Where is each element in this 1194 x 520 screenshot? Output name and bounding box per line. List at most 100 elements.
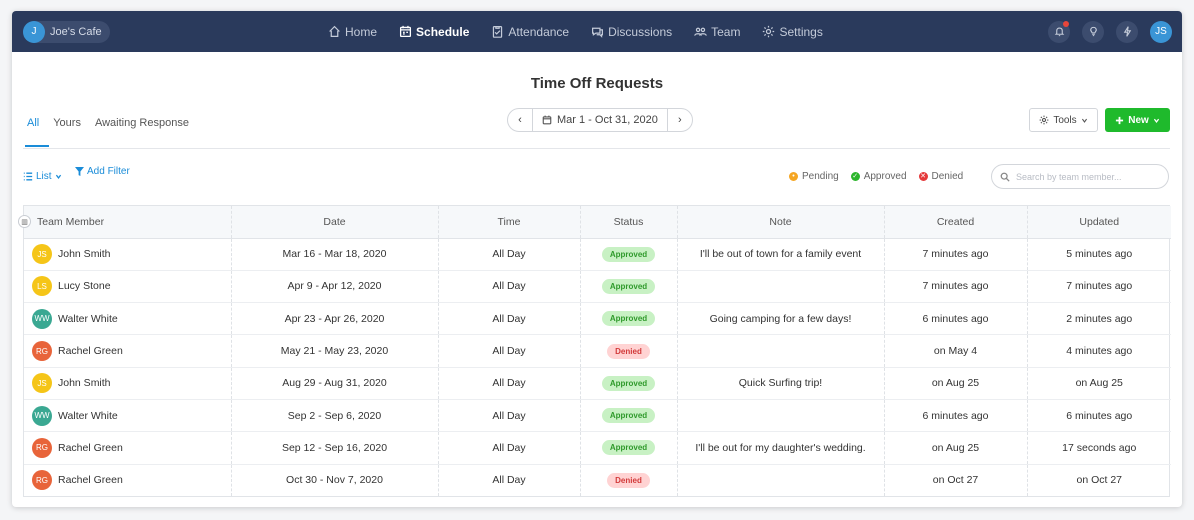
nav-settings[interactable]: Settings <box>762 25 823 39</box>
tools-button[interactable]: Tools <box>1029 108 1098 132</box>
status-badge: Approved <box>601 278 656 294</box>
avatar: LS <box>32 276 52 297</box>
cell-note <box>677 399 885 433</box>
cell-status: Approved <box>580 367 678 400</box>
cell-team-member: WW Walter White <box>24 302 232 336</box>
table-row[interactable]: RG Rachel Green May 21 - May 23, 2020 All D… <box>24 334 1171 368</box>
table-row[interactable]: JS John Smith Aug 29 - Aug 31, 2020 All Day… <box>24 367 1171 400</box>
cell-created: on Oct 27 <box>884 464 1028 497</box>
clipboard-icon <box>493 26 503 38</box>
user-avatar[interactable]: JS <box>1150 20 1172 43</box>
next-range-button[interactable]: › <box>678 114 682 126</box>
cell-team-member: RG Rachel Green <box>24 334 232 368</box>
nav-schedule[interactable]: Schedule <box>399 25 469 39</box>
column-header-date[interactable]: Date <box>231 206 439 239</box>
cell-note <box>677 464 885 497</box>
cell-time: All Day <box>438 334 581 368</box>
status-badge: Approved <box>601 246 656 262</box>
column-header-label: Team Member <box>37 215 105 228</box>
cell-created: on Aug 25 <box>884 431 1028 465</box>
member-info: LS Lucy Stone <box>32 276 230 297</box>
cell-status: Approved <box>580 399 678 433</box>
cell-updated: 5 minutes ago <box>1027 238 1171 271</box>
cell-time: All Day <box>438 367 581 400</box>
cell-updated: 7 minutes ago <box>1027 270 1171 304</box>
nav-team[interactable]: Team <box>694 25 740 39</box>
column-header-updated[interactable]: Updated <box>1027 206 1171 239</box>
cell-status: Approved <box>580 431 678 465</box>
column-header-time[interactable]: Time <box>438 206 581 239</box>
nav-home[interactable]: Home <box>328 25 377 39</box>
table-row[interactable]: RG Rachel Green Sep 12 - Sep 16, 2020 All D… <box>24 431 1171 465</box>
cell-date: Apr 23 - Apr 26, 2020 <box>231 302 439 336</box>
column-header-note[interactable]: Note <box>677 206 885 239</box>
cell-updated: 6 minutes ago <box>1027 399 1171 433</box>
table-row[interactable]: RG Rachel Green Oct 30 - Nov 7, 2020 All Da… <box>24 464 1171 497</box>
filter-icon <box>75 167 84 176</box>
request-tabs: All Yours Awaiting Response <box>24 117 189 147</box>
member-name: Lucy Stone <box>58 280 111 293</box>
cell-status: Denied <box>580 464 678 497</box>
table-row[interactable]: WW Walter White Apr 23 - Apr 26, 2020 All D… <box>24 302 1171 336</box>
search-icon <box>1000 172 1010 182</box>
prev-range-button[interactable]: ‹ <box>518 114 522 126</box>
search-input[interactable] <box>1016 171 1156 182</box>
cell-time: All Day <box>438 238 581 271</box>
nav-attendance[interactable]: Attendance <box>491 25 569 39</box>
nav-discussions[interactable]: Discussions <box>591 25 672 39</box>
x-icon: ✕ <box>918 172 928 181</box>
cell-created: 6 minutes ago <box>884 399 1028 433</box>
columns-toggle-icon[interactable]: ▥ <box>18 215 31 228</box>
cell-date: Oct 30 - Nov 7, 2020 <box>231 464 439 497</box>
lightning-icon <box>1123 26 1131 37</box>
org-switcher[interactable]: J Joe's Cafe <box>23 20 110 43</box>
tab-all[interactable]: All <box>24 117 50 147</box>
org-avatar: J <box>23 20 45 43</box>
member-info: RG Rachel Green <box>32 470 230 491</box>
cell-status: Denied <box>580 334 678 368</box>
tab-yours[interactable]: Yours <box>53 117 81 129</box>
avatar: RG <box>32 341 52 362</box>
table-row[interactable]: LS Lucy Stone Apr 9 - Apr 12, 2020 All Day A… <box>24 270 1171 304</box>
status-badge: Approved <box>601 311 656 327</box>
time-off-table: ▥ Team Member Date Time Status Note Crea… <box>18 205 1171 498</box>
plus-icon <box>1116 116 1124 124</box>
quick-actions-button[interactable] <box>1116 20 1138 43</box>
legend-pending: • Pending <box>789 171 839 182</box>
help-button[interactable] <box>1082 20 1104 43</box>
avatar: WW <box>32 405 52 426</box>
cell-created: on May 4 <box>884 334 1028 368</box>
gear-icon <box>763 25 775 38</box>
cell-updated: 17 seconds ago <box>1027 431 1171 465</box>
table-row[interactable]: WW Walter White Sep 2 - Sep 6, 2020 All Day… <box>24 399 1171 433</box>
cell-team-member: WW Walter White <box>24 399 232 433</box>
date-range-picker[interactable]: Mar 1 - Oct 31, 2020 <box>532 109 668 131</box>
lightbulb-icon <box>1089 26 1097 37</box>
column-header-status[interactable]: Status <box>580 206 678 239</box>
org-name: Joe's Cafe <box>50 25 102 38</box>
member-info: JS John Smith <box>32 373 230 394</box>
chevron-down-icon <box>55 174 61 179</box>
cell-time: All Day <box>438 399 581 433</box>
requests-table: ▥ Team Member Date Time Status Note Crea… <box>18 206 1171 497</box>
notifications-button[interactable] <box>1048 20 1070 43</box>
nav-schedule-label: Schedule <box>416 24 470 39</box>
page-title: Time Off Requests <box>530 75 664 92</box>
add-filter-button[interactable]: Add Filter <box>75 166 130 177</box>
tabs-divider <box>23 148 1170 149</box>
column-header-created[interactable]: Created <box>884 206 1028 239</box>
view-mode-button[interactable]: List <box>23 171 62 182</box>
cell-note: I'll be out of town for a family event <box>677 238 885 271</box>
table-row[interactable]: JS John Smith Mar 16 - Mar 18, 2020 All Day… <box>24 238 1171 271</box>
new-request-button[interactable]: New <box>1105 108 1170 132</box>
tab-awaiting-response[interactable]: Awaiting Response <box>94 117 189 129</box>
cell-date: Mar 16 - Mar 18, 2020 <box>231 238 439 271</box>
date-range-label: Mar 1 - Oct 31, 2020 <box>557 114 658 126</box>
column-header-team-member[interactable]: ▥ Team Member <box>18 206 232 239</box>
cell-created: 7 minutes ago <box>884 270 1028 304</box>
cell-team-member: RG Rachel Green <box>24 431 232 465</box>
table-header-row: ▥ Team Member Date Time Status Note Crea… <box>18 206 1171 239</box>
cell-time: All Day <box>438 431 581 465</box>
pending-dot-icon: • <box>789 172 798 181</box>
view-mode-label: List <box>36 171 52 182</box>
